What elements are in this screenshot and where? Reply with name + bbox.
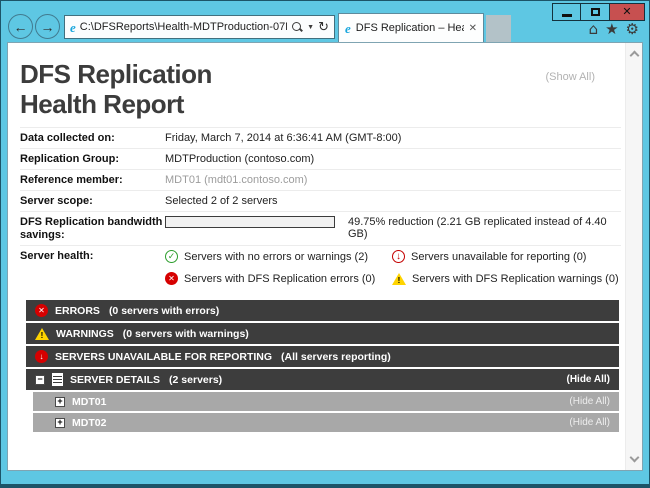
section-subtitle: (0 servers with errors) [108, 304, 220, 317]
section-title: ERRORS [55, 304, 100, 317]
warning-triangle-icon: ! [35, 327, 49, 340]
show-all-link[interactable]: (Show All) [545, 71, 595, 83]
error-circle-icon: ✕ [35, 304, 48, 317]
server-name: MDT02 [72, 416, 107, 429]
info-row-reference-member: Reference member: MDT01 (mdt01.contoso.c… [20, 169, 621, 190]
section-title: SERVER DETAILS [70, 373, 161, 386]
back-button[interactable]: ← [8, 14, 33, 39]
close-button[interactable]: ✕ [610, 3, 645, 21]
health-item-text: Servers with DFS Replication warnings (0… [412, 272, 619, 285]
maximize-icon [590, 8, 600, 16]
address-bar[interactable]: e C:\DFSReports\Health-MDTProduction-07M… [64, 15, 335, 39]
section-unavailable[interactable]: ↓ SERVERS UNAVAILABLE FOR REPORTING (All… [26, 346, 619, 367]
server-name: MDT01 [72, 395, 107, 408]
section-warnings[interactable]: ! WARNINGS (0 servers with warnings) [26, 323, 619, 344]
tab-close-icon[interactable]: ✕ [468, 22, 477, 34]
report-sections: ✕ ERRORS (0 servers with errors) ! WARNI… [26, 300, 619, 432]
info-label: DFS Replication bandwidth savings: [20, 216, 163, 241]
expand-icon[interactable]: + [55, 417, 65, 428]
favorites-star-icon[interactable]: ★ [605, 20, 619, 38]
tab-title: DFS Replication – Health Re... [355, 22, 464, 34]
window-controls: ✕ [552, 3, 645, 21]
info-label: Reference member: [20, 174, 123, 186]
check-circle-icon: ✓ [165, 250, 178, 263]
down-arrow-circle-icon: ↓ [35, 350, 48, 363]
warning-triangle-icon: ! [392, 272, 406, 285]
down-arrow-circle-icon: ↓ [392, 250, 405, 263]
health-item-text: Servers unavailable for reporting (0) [411, 250, 587, 263]
forward-button[interactable]: → [35, 14, 60, 39]
server-health-grid: ✓ Servers with no errors or warnings (2)… [165, 250, 619, 285]
page-title: DFS Replication Health Report [20, 59, 621, 119]
info-row-bandwidth: DFS Replication bandwidth savings: 49.75… [20, 211, 621, 245]
minimize-button[interactable] [552, 3, 581, 21]
back-icon: ← [13, 18, 28, 35]
minimize-icon [561, 14, 572, 17]
page-title-line1: DFS Replication [20, 59, 212, 89]
server-row-mdt01[interactable]: + MDT01 (Hide All) [33, 392, 619, 411]
bandwidth-visual: 49.75% reduction (2.21 GB replicated ins… [165, 216, 621, 242]
section-title: WARNINGS [56, 327, 114, 340]
info-value: MDT01 (mdt01.contoso.com) [165, 174, 308, 186]
health-item-errors: ✕ Servers with DFS Replication errors (0… [165, 272, 392, 285]
info-row-replication-group: Replication Group: MDTProduction (contos… [20, 148, 621, 169]
section-errors[interactable]: ✕ ERRORS (0 servers with errors) [26, 300, 619, 321]
refresh-icon[interactable]: ↻ [318, 19, 329, 34]
page-title-line2: Health Report [20, 89, 184, 119]
section-title: SERVERS UNAVAILABLE FOR REPORTING [55, 350, 273, 363]
search-icon[interactable] [291, 21, 303, 33]
bandwidth-text: 49.75% reduction (2.21 GB replicated ins… [348, 216, 607, 240]
collapse-icon[interactable]: − [35, 374, 45, 385]
bandwidth-progress-bar [165, 216, 335, 228]
address-url[interactable]: C:\DFSReports\Health-MDTProduction-07Ma [79, 21, 288, 33]
close-icon: ✕ [622, 5, 632, 18]
server-row-mdt02[interactable]: + MDT02 (Hide All) [33, 413, 619, 432]
new-tab-button[interactable] [486, 15, 511, 42]
hide-all-link[interactable]: (Hide All) [566, 374, 610, 385]
scroll-up-icon[interactable] [629, 50, 640, 61]
info-label: Server health: [20, 250, 94, 262]
expand-icon[interactable]: + [55, 396, 65, 407]
ie-tab-icon: e [345, 20, 351, 36]
info-value: MDTProduction (contoso.com) [165, 153, 315, 165]
vertical-scrollbar[interactable] [625, 43, 642, 470]
section-server-details[interactable]: − SERVER DETAILS (2 servers) (Hide All) [26, 369, 619, 390]
health-item-text: Servers with no errors or warnings (2) [184, 250, 369, 263]
section-subtitle: (0 servers with warnings) [122, 327, 249, 340]
info-row-data-collected: Data collected on: Friday, March 7, 2014… [20, 127, 621, 148]
browser-tab[interactable]: e DFS Replication – Health Re... ✕ [338, 13, 484, 42]
info-value: Selected 2 of 2 servers [165, 195, 278, 207]
hide-all-link[interactable]: (Hide All) [569, 417, 610, 428]
info-label: Server scope: [20, 195, 93, 207]
maximize-button[interactable] [581, 3, 610, 21]
section-subtitle: (2 servers) [169, 373, 223, 386]
gear-icon[interactable]: ⚙ [625, 20, 639, 38]
info-row-server-health: Server health: ✓ Servers with no errors … [20, 245, 621, 288]
scroll-down-icon[interactable] [629, 452, 640, 463]
hide-all-link[interactable]: (Hide All) [569, 396, 610, 407]
home-icon[interactable]: ⌂ [588, 20, 599, 38]
info-label: Data collected on: [20, 132, 115, 144]
health-item-ok: ✓ Servers with no errors or warnings (2) [165, 250, 392, 263]
info-row-server-scope: Server scope: Selected 2 of 2 servers [20, 190, 621, 211]
report-content: DFS Replication Health Report (Show All)… [8, 43, 625, 470]
chevron-down-icon[interactable]: ▼ [307, 23, 315, 31]
health-item-warnings: ! Servers with DFS Replication warnings … [392, 272, 619, 285]
browser-action-icons: ⌂ ★ ⚙ [589, 20, 639, 38]
health-item-text: Servers with DFS Replication errors (0) [184, 272, 376, 285]
error-circle-icon: ✕ [165, 272, 178, 285]
server-icon [52, 373, 63, 386]
section-subtitle: (All servers reporting) [281, 350, 391, 363]
info-label: Replication Group: [20, 153, 119, 165]
forward-icon: → [40, 18, 55, 35]
info-value: Friday, March 7, 2014 at 6:36:41 AM (GMT… [165, 132, 402, 144]
window-bottom-edge [1, 484, 649, 487]
navigation-bar: ← → e C:\DFSReports\Health-MDTProduction… [1, 1, 649, 42]
health-item-unavailable: ↓ Servers unavailable for reporting (0) [392, 250, 619, 263]
ie-page-icon: e [70, 19, 76, 35]
report-page: DFS Replication Health Report (Show All)… [7, 42, 643, 471]
